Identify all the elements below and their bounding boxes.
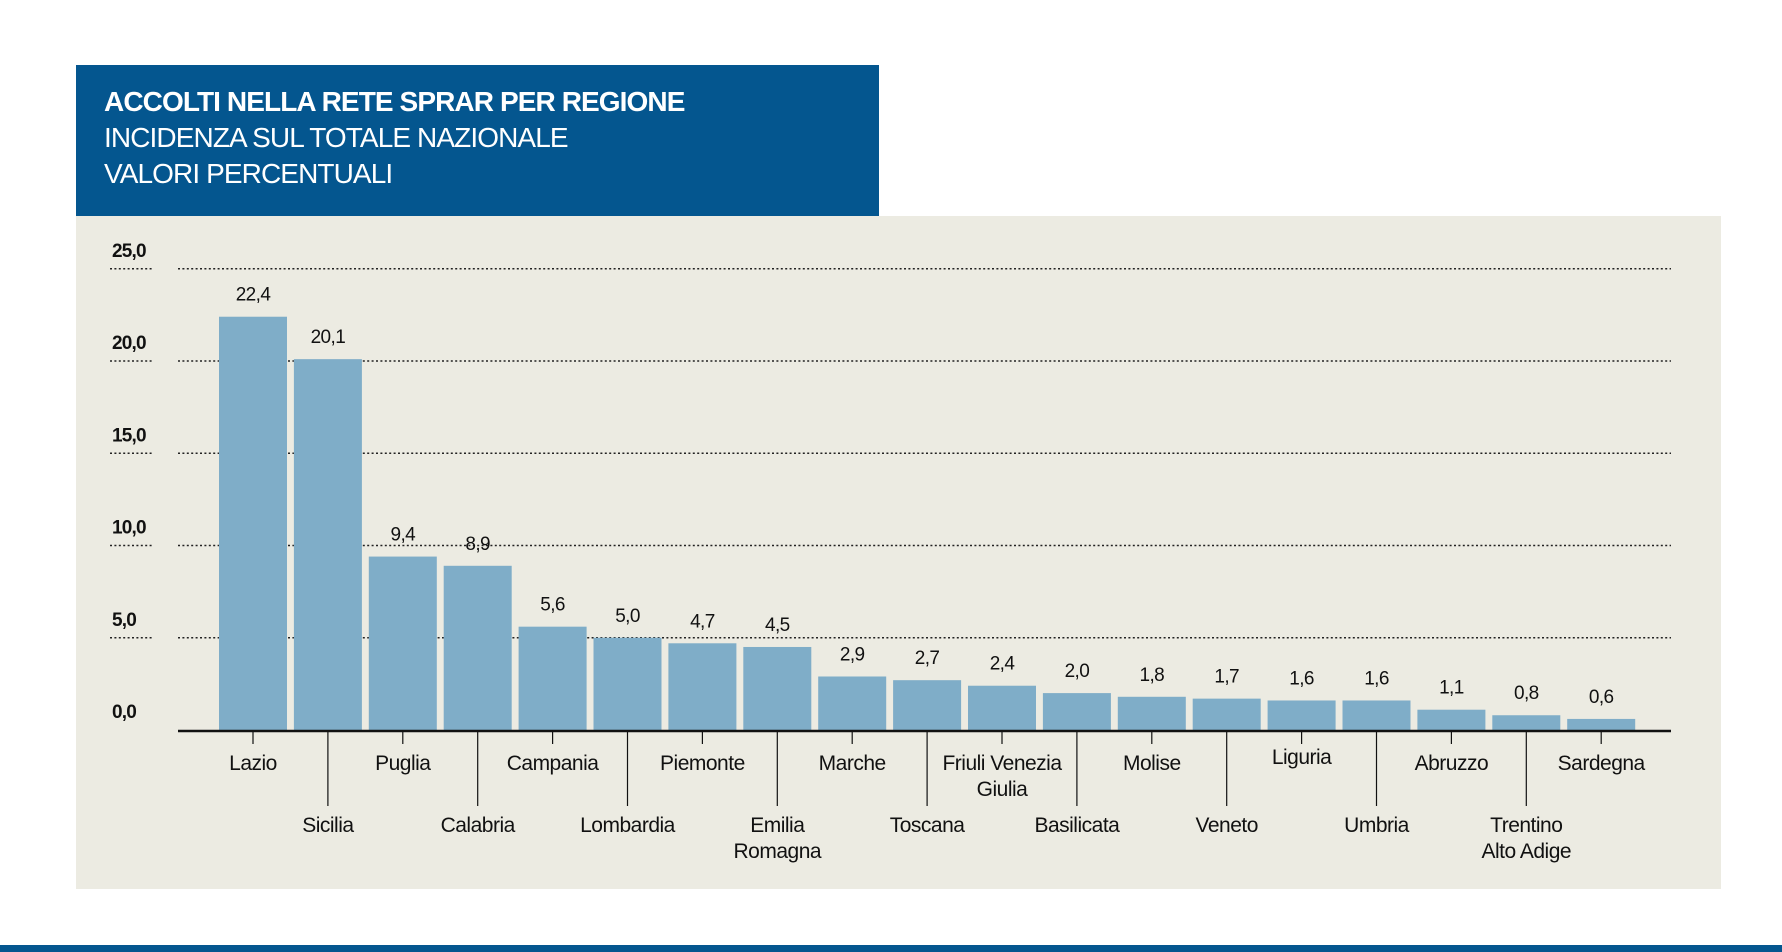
- y-tick-label: 0,0: [112, 702, 136, 723]
- x-tick-label: Umbria: [1344, 814, 1409, 837]
- chart-subtitle-1: INCIDENZA SUL TOTALE NAZIONALE: [104, 122, 569, 153]
- chart-subtitle-2: VALORI PERCENTUALI: [104, 158, 393, 189]
- bar: [893, 680, 962, 730]
- x-tick-label: Toscana: [890, 814, 966, 837]
- bar: [443, 565, 512, 730]
- bar: [743, 646, 812, 730]
- data-label: 1,7: [1214, 667, 1239, 688]
- x-tick-label: Veneto: [1195, 814, 1257, 837]
- x-tick-label: Lombardia: [580, 814, 676, 837]
- bar: [1117, 696, 1186, 730]
- data-label: 5,0: [615, 606, 640, 627]
- chart-header: ACCOLTI NELLA RETE SPRAR PER REGIONE INC…: [76, 65, 879, 216]
- x-tick-label: Calabria: [441, 814, 516, 837]
- y-tick-label: 15,0: [112, 425, 146, 446]
- chart-title: ACCOLTI NELLA RETE SPRAR PER REGIONE: [104, 86, 685, 117]
- y-tick-label: 20,0: [112, 333, 146, 354]
- y-axis-ticks: 0,0 5,0 10,0 15,0 20,0 25,0: [112, 241, 147, 723]
- bar: [293, 359, 362, 730]
- data-label: 0,6: [1589, 687, 1614, 708]
- bar: [818, 676, 887, 730]
- bars: [219, 316, 1636, 730]
- bar: [1267, 700, 1336, 730]
- bar: [1567, 718, 1636, 730]
- x-tick-label: Lazio: [229, 752, 277, 775]
- x-tick-label: Piemonte: [660, 752, 745, 775]
- data-label: 1,8: [1139, 665, 1164, 686]
- x-tick-label: Molise: [1123, 752, 1181, 775]
- x-tick-label: Sicilia: [302, 814, 354, 837]
- bar: [1417, 709, 1486, 730]
- y-tick-label: 5,0: [112, 610, 136, 631]
- bar: [1042, 693, 1111, 730]
- bottom-rule: [0, 945, 1782, 952]
- bar: [593, 637, 662, 730]
- bar: [1492, 715, 1561, 730]
- x-axis: [178, 729, 1671, 806]
- y-tick-label: 25,0: [112, 241, 146, 262]
- data-label: 4,7: [690, 611, 715, 632]
- data-label: 22,4: [236, 285, 272, 306]
- x-tick-label: Puglia: [375, 752, 431, 775]
- data-label: 2,7: [915, 648, 940, 669]
- data-label: 4,5: [765, 615, 790, 636]
- data-label: 5,6: [540, 595, 565, 616]
- data-label: 9,4: [390, 525, 416, 546]
- x-tick-label: Emilia Romagna: [734, 814, 822, 863]
- x-tick-label: Basilicata: [1034, 814, 1120, 837]
- data-label: 2,4: [990, 654, 1016, 675]
- value-labels: 22,4 20,1 9,4 8,9 5,6 5,0 4,7 4,5 2,9 2,7 2,4 2,0 1,…: [236, 285, 1614, 708]
- bar: [368, 556, 437, 730]
- bar: [668, 643, 737, 730]
- bar: [1342, 700, 1411, 730]
- bar: [219, 316, 287, 730]
- data-label: 20,1: [311, 327, 346, 348]
- x-tick-label: Abruzzo: [1415, 752, 1489, 775]
- data-label: 2,9: [840, 644, 865, 665]
- x-tick-label: Sardegna: [1558, 752, 1646, 775]
- data-label: 2,0: [1065, 661, 1090, 682]
- data-label: 1,1: [1439, 678, 1464, 699]
- x-tick-label: Campania: [507, 752, 600, 775]
- x-tick-label: Trentino Alto Adige: [1482, 814, 1572, 863]
- bar: [518, 626, 587, 730]
- data-label: 1,6: [1289, 668, 1314, 689]
- data-label: 8,9: [465, 534, 490, 555]
- bar: [968, 685, 1036, 730]
- x-tick-label: Liguria: [1272, 746, 1332, 769]
- x-tick-label: Marche: [819, 752, 886, 775]
- bar: [1192, 698, 1261, 730]
- data-label: 1,6: [1364, 668, 1389, 689]
- data-label: 0,8: [1514, 683, 1539, 704]
- x-tick-label: Friuli Venezia Giulia: [942, 752, 1062, 801]
- category-labels: Lazio Sicilia Puglia Calabria Campania Lombar…: [229, 746, 1646, 863]
- y-tick-label: 10,0: [112, 518, 146, 539]
